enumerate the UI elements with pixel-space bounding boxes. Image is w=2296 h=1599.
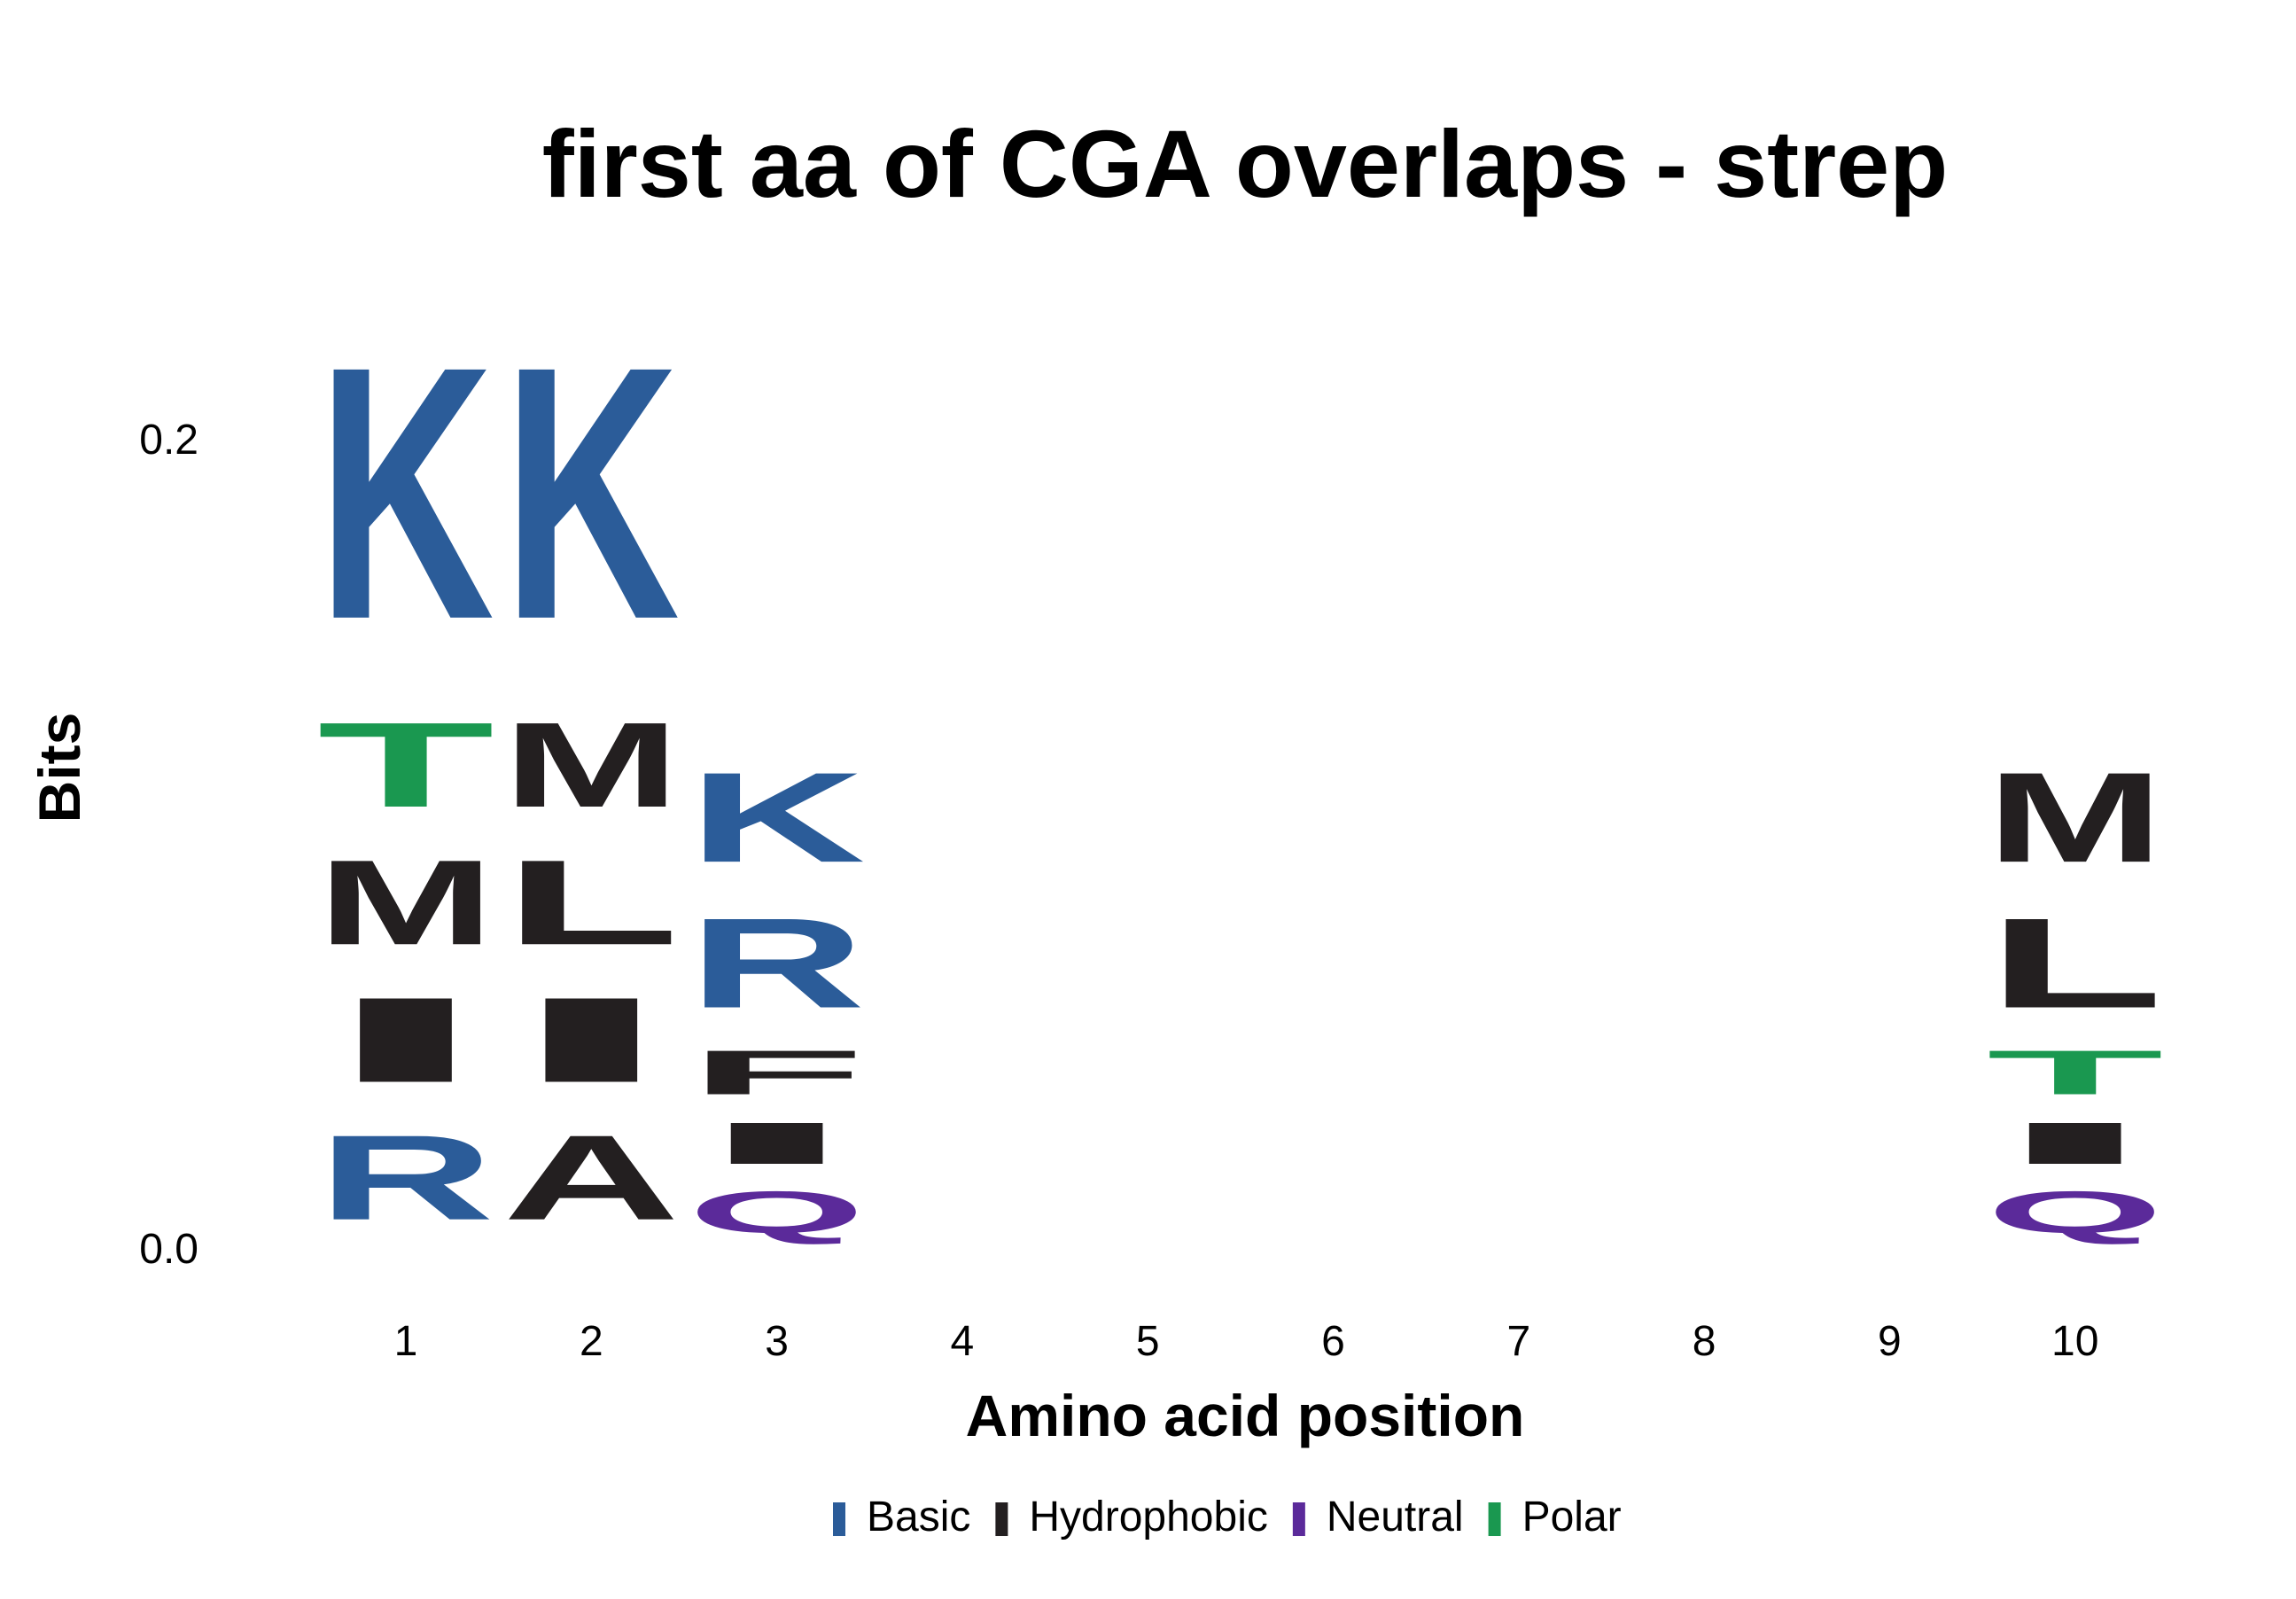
- logo-letter-m: M: [1987, 746, 2164, 889]
- legend-label: Neutral: [1327, 1494, 1464, 1540]
- y-axis-title: Bits: [27, 713, 92, 823]
- y-tick-label: 0.0: [139, 1226, 198, 1273]
- x-tick-label: 8: [1693, 1318, 1716, 1365]
- logo-letter-i: I: [317, 972, 494, 1108]
- legend-key-hydrophobic: [995, 1502, 1008, 1536]
- logo-letter-i: I: [689, 1111, 866, 1177]
- logo-letter-m: M: [317, 835, 494, 970]
- x-tick-label: 10: [2051, 1318, 2098, 1365]
- x-axis-ticks: 1 2 3 4 5 6 7 8 9 10: [394, 1318, 2099, 1365]
- x-tick-label: 5: [1136, 1318, 1160, 1365]
- logo-letter-a: A: [502, 1110, 680, 1245]
- x-tick-label: 3: [765, 1318, 789, 1365]
- chart-title: first aa of CGA overlaps - strep: [542, 110, 1948, 217]
- x-tick-label: 4: [951, 1318, 975, 1365]
- legend-key-neutral: [1292, 1502, 1305, 1536]
- logo-letter-k: K: [502, 291, 680, 694]
- legend-label: Hydrophobic: [1029, 1494, 1267, 1540]
- logo-letter-l: L: [1987, 892, 2164, 1035]
- logo-letter-i: I: [1987, 1111, 2164, 1177]
- legend-key-polar: [1488, 1502, 1501, 1536]
- x-tick-label: 2: [580, 1318, 603, 1365]
- logo-letter-k: K: [689, 745, 866, 889]
- legend: Basic Hydrophobic Neutral Polar: [833, 1494, 1622, 1540]
- logo-letter-q: Q: [689, 1179, 866, 1245]
- x-tick-label: 1: [394, 1318, 418, 1365]
- logo-letter-f: F: [689, 1038, 866, 1108]
- logo-letter-t: T: [317, 698, 494, 832]
- logo-letter-m: M: [502, 698, 680, 832]
- y-tick-label: 0.2: [139, 417, 198, 464]
- logo-letter-i: I: [502, 972, 680, 1108]
- y-axis-ticks: 0.0 0.2: [139, 417, 198, 1273]
- x-tick-label: 9: [1878, 1318, 1902, 1365]
- logo-letter-q: Q: [1987, 1179, 2164, 1245]
- x-tick-label: 6: [1321, 1318, 1345, 1365]
- legend-label: Basic: [867, 1494, 970, 1540]
- logo-letter-r: R: [689, 892, 866, 1035]
- logo-letter-k: K: [317, 291, 494, 694]
- logo-letter-r: R: [317, 1110, 494, 1245]
- legend-label: Polar: [1522, 1494, 1622, 1540]
- x-axis-title: Amino acid position: [966, 1383, 1525, 1448]
- legend-key-basic: [833, 1502, 845, 1536]
- x-tick-label: 7: [1506, 1318, 1530, 1365]
- logo-letter-l: L: [502, 835, 680, 970]
- logo-letter-t: T: [1987, 1038, 2164, 1108]
